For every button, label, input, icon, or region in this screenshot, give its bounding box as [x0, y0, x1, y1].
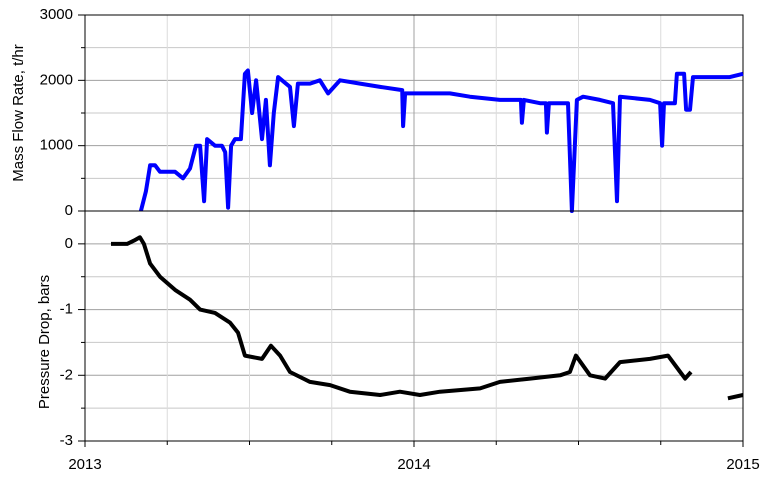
y-tick-label: -3	[60, 432, 73, 449]
x-tick-label: 2013	[68, 456, 101, 473]
y-tick-label: 3000	[40, 6, 73, 23]
y-tick-label: 0	[65, 202, 73, 219]
y-tick-label: 0	[65, 235, 73, 252]
data-line	[111, 235, 744, 401]
y-axis-label: Pressure Drop, bars	[36, 275, 53, 409]
y-tick-label: -1	[60, 301, 73, 318]
y-axis-label: Mass Flow Rate, t/hr	[10, 44, 27, 182]
x-tick-label: 2015	[726, 456, 759, 473]
x-tick-label: 2014	[397, 456, 430, 473]
y-tick-label: -2	[60, 366, 73, 383]
y-tick-label: 1000	[40, 137, 73, 154]
data-line	[138, 68, 744, 213]
y-tick-label: 2000	[40, 71, 73, 88]
